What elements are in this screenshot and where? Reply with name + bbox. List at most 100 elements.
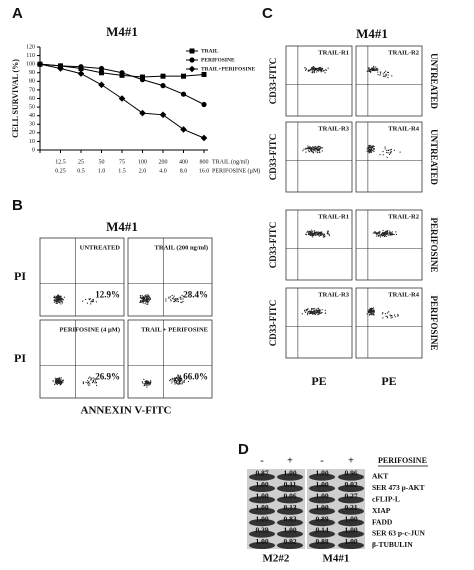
event-dot [62,299,64,301]
x-axis-label: TRAIL (ng/ml) [212,158,249,165]
event-dot [375,68,377,70]
event-dot [320,231,322,233]
event-dot [85,381,87,383]
band-value: 0.11 [284,480,297,489]
event-dot [62,299,64,301]
event-dot [311,151,313,153]
event-dot [93,380,95,382]
event-dot [183,381,185,383]
event-dot [182,295,184,297]
band-value: 0.27 [344,492,357,501]
plot-label: TRAIL-R4 [388,125,419,132]
event-dot [366,150,368,152]
event-dot [147,298,149,300]
x-axis-label-2: PERIFOSINE (µM) [212,167,260,174]
event-dot [371,312,373,314]
event-dot [324,235,326,237]
event-dot [55,381,57,383]
blot-band [249,541,275,550]
event-dot [149,383,151,385]
event-dot [316,146,318,148]
event-dot [305,310,307,312]
event-dot [312,67,314,70]
plot-label: TRAIL-R3 [318,125,349,132]
event-dot [147,295,149,297]
event-dot [318,68,321,70]
event-dot [95,301,97,303]
event-dot [376,235,378,237]
event-dot [178,382,180,384]
event-dot [371,309,373,312]
event-dot [309,147,311,150]
event-dot [55,302,57,304]
band-value: 1.00 [283,526,296,535]
event-dot [304,311,307,313]
blot-band [309,507,335,515]
event-dot [56,297,58,299]
event-dot [372,310,374,312]
event-dot [143,300,145,302]
event-dot [373,148,375,150]
blot-band [309,530,335,538]
event-dot [308,310,310,313]
event-dot [315,234,317,237]
event-dot [56,379,58,381]
event-dot [317,234,319,236]
event-dot [319,67,321,69]
event-dot [315,231,317,233]
event-dot [56,298,58,300]
event-dot [147,302,149,304]
flow-plot [355,287,423,359]
event-dot [173,298,175,300]
band-value: 0.96 [344,469,357,478]
event-dot [372,314,374,316]
event-dot [174,383,176,385]
event-dot [89,376,91,378]
event-dot [387,317,389,319]
y-axis-label: CD33-FITC [268,222,278,269]
plot-label: PERIFOSINE (4 µM) [60,326,120,333]
event-dot [314,68,316,70]
event-dot [312,149,315,151]
event-dot [52,380,54,382]
event-dot [141,297,143,299]
lane-sign: - [320,455,323,466]
event-dot [367,310,369,312]
event-dot [382,154,384,156]
event-dot [305,69,307,71]
event-dot [393,149,395,151]
event-dot [313,69,315,71]
event-dot [147,294,149,296]
data-point [200,134,208,142]
event-dot [366,148,368,150]
event-dot [312,147,314,149]
plot-label: TRAIL-R2 [388,213,419,220]
event-dot [389,234,391,236]
event-dot [58,297,60,299]
event-dot [366,70,368,72]
event-dot [179,297,181,299]
event-dot [56,294,58,296]
event-dot [148,296,150,298]
blot-band [309,496,335,504]
event-dot [385,230,387,232]
event-dot [305,233,307,235]
event-dot [387,233,389,235]
event-dot [319,234,321,237]
event-dot [61,381,63,383]
event-dot [179,375,182,377]
event-dot [318,148,320,150]
event-dot [60,303,62,305]
flow-plot [285,121,353,193]
lane-sign: + [287,455,293,466]
event-dot [309,233,311,235]
event-dot [311,229,313,231]
event-dot [82,381,84,383]
x-tick-label-2: 0.25 [55,168,66,174]
data-point [160,73,166,79]
event-dot [307,230,309,232]
event-dot [370,71,372,73]
event-dot [371,70,373,72]
event-dot [148,298,150,300]
event-dot [177,383,179,386]
